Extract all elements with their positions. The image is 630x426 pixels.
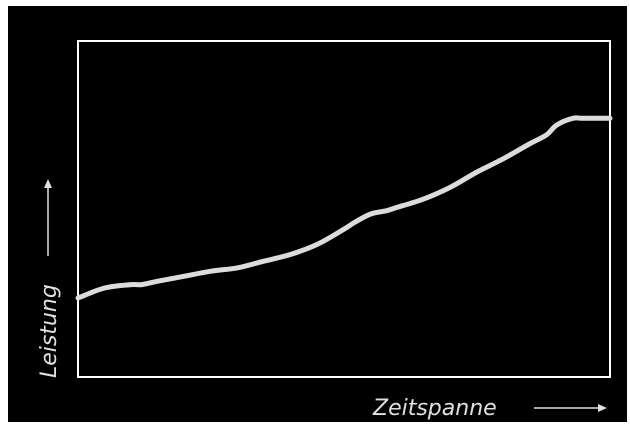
x-axis-label: Zeitspanne [372, 396, 497, 421]
y-axis-label-group: Leistung [37, 284, 62, 378]
x-axis-arrow [534, 404, 607, 412]
y-axis-label: Leistung [37, 284, 62, 378]
plot-area-frame [77, 40, 611, 378]
y-axis-arrow [44, 179, 52, 256]
chart-svg: Leistung Zeitspanne [37, 40, 613, 421]
chart-board: Leistung Zeitspanne [8, 6, 627, 422]
series-line [75, 115, 613, 301]
